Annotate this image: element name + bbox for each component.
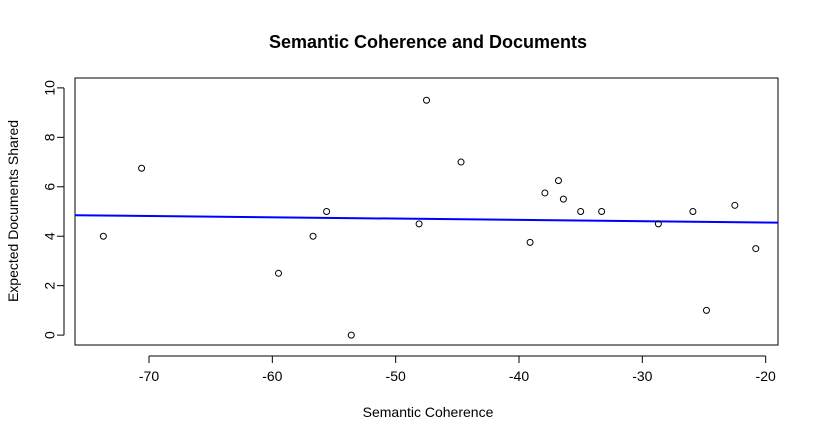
x-tick-label: -50 xyxy=(386,368,406,384)
y-tick-label: 4 xyxy=(42,232,58,240)
y-tick-label: 2 xyxy=(42,282,58,290)
x-tick-label: -20 xyxy=(756,368,776,384)
points-layer xyxy=(99,96,760,339)
data-point xyxy=(731,201,739,209)
x-tick-label: -30 xyxy=(632,368,652,384)
x-axis-label: Semantic Coherence xyxy=(363,404,494,420)
data-point xyxy=(275,269,282,277)
data-point xyxy=(457,158,465,166)
data-point xyxy=(577,208,585,215)
chart-title: Semantic Coherence and Documents xyxy=(269,32,587,52)
data-point xyxy=(689,208,697,215)
data-point xyxy=(423,96,430,104)
data-point xyxy=(347,331,355,339)
x-tick-label: -60 xyxy=(262,368,282,384)
data-point xyxy=(598,208,606,215)
plot-frame xyxy=(74,77,779,346)
data-point xyxy=(752,245,760,253)
data-point xyxy=(309,232,317,240)
x-axis: -70 -60 -50 -40 -30 -20 xyxy=(139,355,776,384)
data-point xyxy=(323,208,331,215)
data-point xyxy=(526,238,534,246)
data-point xyxy=(99,232,107,240)
x-tick-label: -70 xyxy=(139,368,159,384)
y-tick-label: 10 xyxy=(42,80,58,96)
data-point xyxy=(541,189,549,197)
data-point xyxy=(554,177,562,185)
y-tick-label: 0 xyxy=(42,331,58,339)
data-point xyxy=(702,306,710,314)
y-tick-label: 8 xyxy=(42,133,58,141)
y-axis: 0 2 4 6 8 10 xyxy=(42,80,65,339)
y-axis-label: Expected Documents Shared xyxy=(5,120,21,302)
data-point xyxy=(654,220,662,228)
y-tick-label: 6 xyxy=(42,183,58,191)
data-point xyxy=(415,220,423,228)
data-point xyxy=(138,164,146,172)
data-point xyxy=(559,195,567,203)
x-tick-label: -40 xyxy=(509,368,529,384)
fit-line xyxy=(74,214,779,224)
fit-line-layer xyxy=(74,214,779,224)
